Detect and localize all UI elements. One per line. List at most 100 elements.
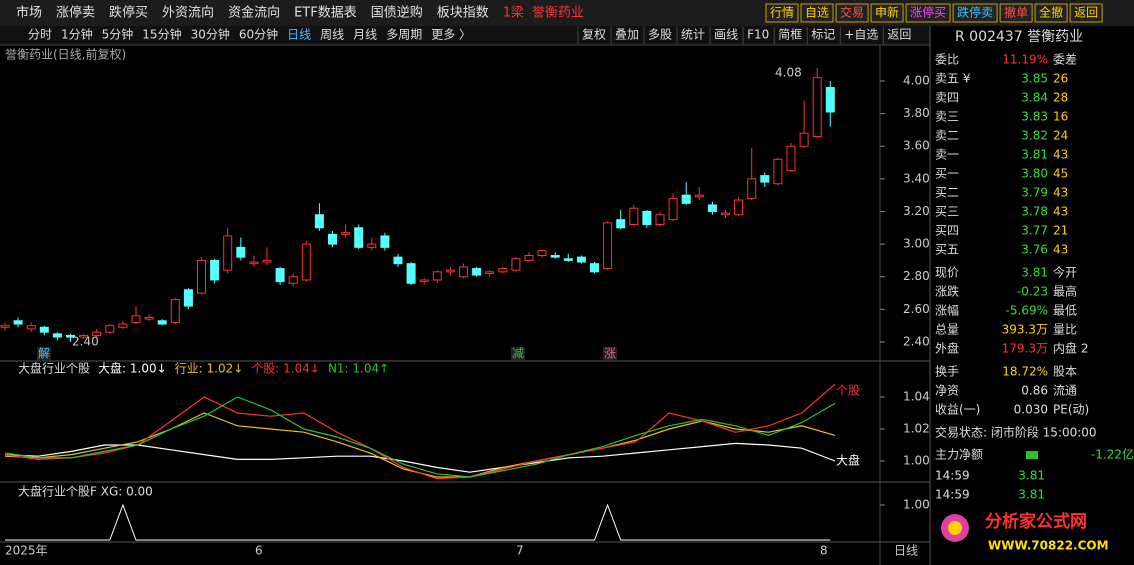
candle-body bbox=[39, 326, 49, 333]
tool-button[interactable]: 简框 bbox=[778, 28, 802, 42]
menu-item[interactable]: ETF数据表 bbox=[294, 6, 357, 21]
menu-item[interactable]: 跌停买 bbox=[109, 5, 148, 21]
quote-value: -0.23 bbox=[1017, 285, 1048, 299]
period-tab[interactable]: 周线 bbox=[320, 28, 344, 42]
menu-item[interactable]: 板块指数 bbox=[437, 6, 489, 21]
tool-button[interactable]: 画线 bbox=[714, 28, 738, 42]
candle-body bbox=[786, 145, 796, 172]
menu-item[interactable]: 外资流向 bbox=[162, 5, 214, 21]
button-label[interactable]: 返回 bbox=[1074, 6, 1098, 20]
period-tab[interactable]: 5分钟 bbox=[102, 27, 134, 42]
button[interactable] bbox=[999, 3, 1033, 23]
quote-label: 买三 bbox=[935, 205, 959, 219]
menu-item[interactable]: 涨停卖 bbox=[56, 5, 95, 21]
tool-button[interactable]: F10 bbox=[747, 28, 769, 42]
button-label[interactable]: 涨停买 bbox=[910, 5, 946, 20]
quote-extra: 43 bbox=[1053, 148, 1068, 162]
quote-label: 卖一 bbox=[935, 148, 959, 162]
line-label: 个股 bbox=[836, 384, 860, 398]
menu-item[interactable]: 资金流向 bbox=[228, 5, 280, 21]
button-label[interactable]: 行情 bbox=[770, 6, 794, 20]
line-label: 大盘 bbox=[836, 453, 860, 468]
stock-code: R 002437 誉衡药业 bbox=[955, 29, 1083, 45]
tool-button[interactable]: 返回 bbox=[887, 28, 911, 42]
button[interactable] bbox=[952, 3, 998, 23]
button[interactable] bbox=[765, 3, 799, 23]
candle-body bbox=[498, 268, 508, 273]
x-tick-label: 6 bbox=[255, 544, 263, 558]
period-tab[interactable]: 多周期 bbox=[386, 28, 422, 42]
marker-box bbox=[603, 347, 617, 360]
candle-body bbox=[105, 325, 115, 333]
button-label[interactable]: 全撤 bbox=[1039, 5, 1063, 20]
button-label[interactable]: 交易 bbox=[840, 5, 864, 20]
quote-label: 卖二 bbox=[935, 129, 959, 143]
candle-body bbox=[52, 333, 62, 338]
button[interactable] bbox=[870, 3, 904, 23]
candle-body bbox=[406, 263, 416, 284]
button[interactable] bbox=[1069, 3, 1103, 23]
quote-label: 总量 bbox=[935, 323, 959, 337]
quote-label: 卖三 bbox=[935, 110, 959, 124]
quote-value: -5.69% bbox=[1006, 304, 1048, 318]
candle-body bbox=[354, 227, 364, 248]
tool-button[interactable]: 标记 bbox=[811, 28, 835, 42]
period-tab[interactable]: 更多 〉 bbox=[431, 28, 471, 42]
period-tab[interactable]: 1分钟 bbox=[61, 27, 93, 42]
tool-button[interactable]: 复权 bbox=[582, 28, 606, 42]
tool-button[interactable]: 统计 bbox=[681, 28, 705, 42]
quote-extra: 委差 bbox=[1053, 53, 1077, 67]
button[interactable] bbox=[1034, 3, 1068, 23]
period-tab[interactable]: 60分钟 bbox=[239, 27, 278, 42]
button[interactable] bbox=[800, 3, 834, 23]
quote-label: 买四 bbox=[935, 224, 959, 238]
quote-extra: 最高 bbox=[1053, 284, 1077, 299]
period-tab[interactable]: 月线 bbox=[353, 28, 377, 42]
candle-body bbox=[511, 258, 521, 271]
quote-extra: 26 bbox=[1053, 72, 1068, 86]
button[interactable] bbox=[835, 3, 869, 23]
candle-body bbox=[524, 255, 534, 261]
tool-button[interactable]: +自选 bbox=[844, 28, 878, 42]
quote-extra: 24 bbox=[1053, 129, 1068, 143]
indicator-line bbox=[4, 383, 836, 480]
tool-button[interactable]: 叠加 bbox=[615, 28, 639, 42]
tool-button[interactable]: 多股 bbox=[648, 28, 672, 42]
tick-price: 3.81 bbox=[1018, 469, 1045, 483]
period-tab[interactable]: 分时 bbox=[28, 28, 52, 42]
quote-label: 买二 bbox=[935, 186, 959, 200]
quote-value: 3.81 bbox=[1021, 148, 1048, 162]
candle-body bbox=[721, 212, 730, 216]
y-tick-label: 3.00 bbox=[903, 237, 930, 251]
menu-item[interactable]: 誉衡药业 bbox=[532, 6, 584, 21]
period-tab[interactable]: 日线 bbox=[287, 28, 311, 42]
menu-item[interactable]: 国债逆购 bbox=[371, 5, 423, 21]
period-label: 日线 bbox=[894, 544, 918, 558]
signal-line bbox=[5, 503, 831, 541]
button-label[interactable]: 申新 bbox=[875, 5, 899, 20]
candle-body bbox=[432, 271, 442, 281]
tick-price: 3.81 bbox=[1018, 488, 1045, 502]
quote-value: 3.84 bbox=[1021, 91, 1048, 105]
quote-label: 卖四 bbox=[935, 91, 959, 105]
menu-item[interactable]: 1梁 bbox=[503, 6, 524, 21]
button-label[interactable]: 自选 bbox=[805, 6, 829, 20]
low-label: 2.40 bbox=[72, 335, 99, 349]
quote-label: 涨跌 bbox=[935, 284, 959, 299]
candle-body bbox=[380, 235, 390, 248]
button-label[interactable]: 撤单 bbox=[1004, 5, 1028, 20]
button-label[interactable]: 跌停卖 bbox=[957, 5, 993, 20]
candle-body bbox=[210, 259, 220, 281]
candle-body bbox=[419, 279, 429, 283]
period-tab[interactable]: 15分钟 bbox=[142, 27, 181, 42]
period-tab[interactable]: 30分钟 bbox=[191, 27, 230, 42]
button[interactable] bbox=[905, 3, 951, 23]
y-tick-label: 1.00 bbox=[903, 454, 930, 468]
menu-item[interactable]: 市场 bbox=[16, 5, 42, 21]
tick-time: 14:59 bbox=[935, 469, 970, 483]
quote-label: 外盘 bbox=[935, 341, 959, 356]
quote-value: 0.030 bbox=[1014, 403, 1048, 417]
candle-body bbox=[485, 271, 495, 274]
y-tick-label: 2.80 bbox=[903, 269, 930, 283]
quote-label: 委比 bbox=[935, 53, 959, 67]
